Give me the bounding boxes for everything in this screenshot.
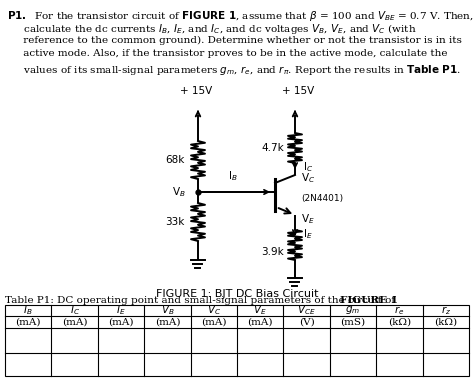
Text: calculate the dc currents $I_B$, $I_E$, and $I_C$, and dc voltages $V_B$, $V_E$,: calculate the dc currents $I_B$, $I_E$, … bbox=[7, 23, 417, 37]
Text: I$_C$: I$_C$ bbox=[303, 160, 313, 174]
Text: $\mathbf{P1.}$  For the transistor circuit of $\mathbf{FIGURE\ 1}$, assume that : $\mathbf{P1.}$ For the transistor circui… bbox=[7, 9, 474, 23]
Text: $I_C$: $I_C$ bbox=[70, 304, 80, 318]
Text: (mA): (mA) bbox=[247, 318, 273, 327]
Text: (kΩ): (kΩ) bbox=[434, 318, 457, 327]
Text: 4.7k: 4.7k bbox=[262, 143, 284, 153]
Text: $g_m$: $g_m$ bbox=[346, 305, 361, 316]
Text: (kΩ): (kΩ) bbox=[388, 318, 411, 327]
Text: $V_{CE}$: $V_{CE}$ bbox=[297, 304, 316, 318]
Text: (mA): (mA) bbox=[108, 318, 134, 327]
Text: (2N4401): (2N4401) bbox=[301, 194, 343, 203]
Text: + 15V: + 15V bbox=[180, 86, 212, 96]
Text: FIGURE 1: FIGURE 1 bbox=[340, 296, 398, 305]
Bar bbox=[5, 305, 469, 376]
Text: $I_E$: $I_E$ bbox=[116, 304, 126, 318]
Text: $V_E$: $V_E$ bbox=[254, 304, 267, 318]
Text: (mA): (mA) bbox=[16, 318, 41, 327]
Text: (mA): (mA) bbox=[62, 318, 87, 327]
Text: I$_B$: I$_B$ bbox=[228, 169, 237, 183]
Text: active mode. Also, if the transistor proves to be in the active mode, calculate : active mode. Also, if the transistor pro… bbox=[7, 50, 447, 59]
Text: V$_C$: V$_C$ bbox=[301, 171, 315, 185]
Text: $r_e$: $r_e$ bbox=[394, 304, 405, 317]
Text: (mS): (mS) bbox=[340, 318, 365, 327]
Text: 33k: 33k bbox=[165, 217, 185, 227]
Text: (V): (V) bbox=[299, 318, 314, 327]
Text: FIGURE 1: BJT DC Bias Circuit: FIGURE 1: BJT DC Bias Circuit bbox=[156, 289, 318, 299]
Text: 68k: 68k bbox=[165, 155, 185, 165]
Text: V$_B$: V$_B$ bbox=[172, 185, 186, 199]
Text: + 15V: + 15V bbox=[282, 86, 314, 96]
Text: values of its small-signal parameters $g_m$, $r_e$, and $r_\pi$. Report the resu: values of its small-signal parameters $g… bbox=[7, 63, 461, 77]
Text: 3.9k: 3.9k bbox=[262, 247, 284, 257]
Text: $V_B$: $V_B$ bbox=[161, 304, 174, 318]
Text: (mA): (mA) bbox=[201, 318, 227, 327]
Text: reference to the common ground). Determine whether or not the transistor is in i: reference to the common ground). Determi… bbox=[7, 36, 462, 45]
Text: $r_z$: $r_z$ bbox=[441, 304, 451, 317]
Text: I$_E$: I$_E$ bbox=[303, 227, 313, 241]
Text: (mA): (mA) bbox=[155, 318, 180, 327]
Text: V$_E$: V$_E$ bbox=[301, 212, 315, 226]
Text: $I_B$: $I_B$ bbox=[23, 304, 33, 318]
Text: Table P1: DC operating point and small-signal parameters of the circuit of: Table P1: DC operating point and small-s… bbox=[5, 296, 398, 305]
Text: $V_C$: $V_C$ bbox=[207, 304, 221, 318]
